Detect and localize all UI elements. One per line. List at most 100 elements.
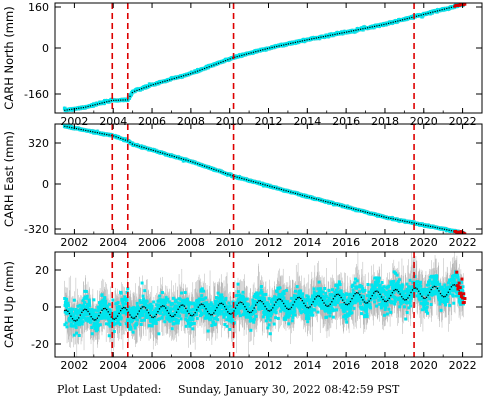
y-axis-label: CARH East (mm)	[2, 131, 16, 227]
trend-point	[110, 134, 112, 137]
data-point	[106, 317, 110, 321]
data-point	[102, 316, 106, 320]
trend-point	[341, 32, 343, 34]
trend-point	[131, 91, 133, 94]
data-point	[70, 309, 74, 313]
trend-point	[306, 39, 308, 41]
trend-point	[269, 185, 271, 187]
trend-point	[71, 127, 73, 129]
data-point	[77, 334, 81, 338]
data-point	[115, 302, 119, 306]
data-point	[99, 302, 103, 306]
trend-point	[96, 103, 99, 105]
trend-point	[189, 160, 192, 162]
trend-point	[227, 173, 229, 175]
data-point	[132, 306, 136, 310]
trend-point	[245, 53, 248, 55]
data-point	[92, 321, 96, 325]
panel-1: 2002 2004 2006 2008 2010 2012 2014 2016 2018 2020…	[2, 1, 483, 128]
trend-point	[103, 133, 105, 135]
trend-point	[292, 192, 294, 194]
trend-point	[150, 149, 152, 151]
trend-point	[189, 73, 192, 75]
x-tick-label: 2004	[99, 115, 127, 128]
trend-point	[443, 228, 446, 230]
trend-point	[210, 65, 213, 67]
trend-point	[120, 137, 122, 140]
trend-point	[134, 90, 136, 92]
data-point	[72, 313, 76, 317]
data-point	[114, 317, 118, 321]
trend-point	[150, 84, 152, 86]
trend-point	[364, 27, 366, 29]
trend-point	[106, 133, 108, 136]
trend-point	[166, 79, 168, 82]
trend-point	[376, 214, 378, 216]
trend-point	[217, 170, 220, 172]
trend-point	[141, 146, 143, 148]
trend-point	[68, 126, 71, 128]
data-point	[79, 310, 83, 314]
trend-point	[236, 56, 238, 58]
trend-point	[355, 29, 357, 31]
data-point	[100, 308, 104, 312]
data-point	[82, 297, 86, 301]
data-point	[76, 304, 80, 308]
trend-point	[436, 10, 439, 12]
data-point	[101, 314, 105, 318]
data-point	[125, 312, 129, 316]
trend-point	[245, 179, 248, 181]
trend-point	[99, 102, 101, 105]
y-tick-label: 0	[42, 42, 49, 55]
trend-point	[68, 109, 71, 111]
trend-point	[259, 183, 262, 185]
trend-point	[432, 226, 434, 228]
trend-point	[336, 33, 338, 35]
panel-2: 2002 2004 2006 2008 2010 2012 2014 2016 2018 2020…	[2, 123, 483, 249]
data-point	[84, 318, 88, 322]
trend-point	[429, 225, 432, 228]
trend-point	[322, 200, 324, 202]
data-point	[64, 299, 68, 303]
trend-point	[297, 41, 299, 43]
trend-point	[406, 18, 408, 20]
trend-point	[450, 230, 453, 232]
trend-point	[392, 21, 394, 23]
panel-frame	[54, 2, 483, 114]
data-point	[113, 322, 117, 326]
data-point	[67, 316, 71, 320]
trend-point	[64, 109, 66, 111]
trend-point	[434, 226, 436, 228]
data-point	[98, 313, 102, 317]
data-point	[131, 316, 135, 320]
trend-point	[169, 79, 171, 81]
data-point	[103, 309, 107, 313]
trend-point	[208, 167, 210, 169]
trend-point	[166, 153, 168, 156]
trend-point	[131, 143, 133, 145]
data-point	[81, 298, 85, 302]
x-tick-label: 2002	[60, 236, 88, 249]
data-point	[74, 309, 78, 313]
trend-point	[399, 219, 401, 221]
trend-point	[439, 9, 441, 11]
trend-point	[110, 100, 112, 102]
trend-point	[385, 23, 387, 25]
trend-point	[201, 164, 203, 166]
trend-point	[231, 175, 234, 177]
trend-point	[269, 47, 271, 49]
trend-point	[436, 227, 439, 229]
data-point	[73, 316, 77, 320]
trend-point	[401, 19, 404, 21]
data-point	[78, 323, 82, 327]
trend-point	[117, 99, 119, 101]
trend-point	[262, 183, 264, 185]
data-point	[111, 313, 115, 317]
trend-point	[162, 152, 164, 154]
trend-point	[406, 221, 408, 223]
trend-point	[348, 30, 350, 33]
trend-point	[262, 49, 264, 51]
trend-point	[82, 129, 85, 131]
data-point	[63, 323, 67, 327]
trend-point	[152, 83, 154, 86]
